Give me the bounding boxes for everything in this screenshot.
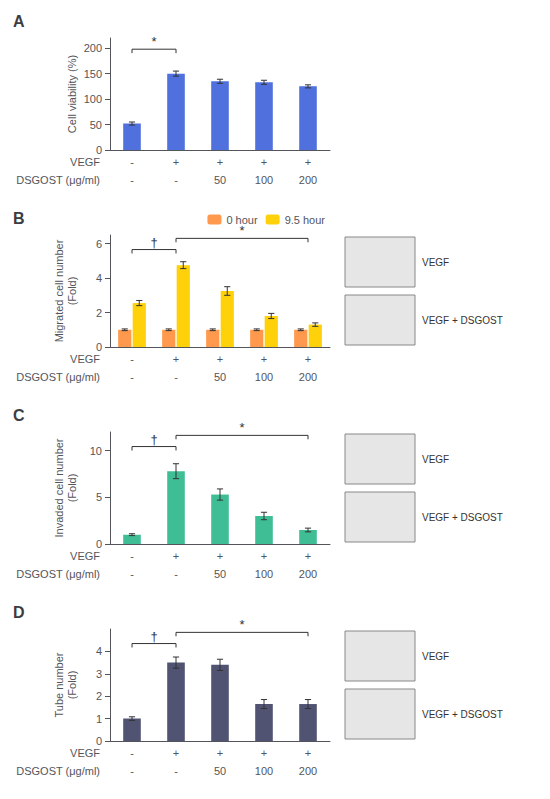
svg-text:-: - (130, 371, 134, 383)
svg-text:+: + (173, 747, 179, 759)
svg-text:VEGF: VEGF (70, 747, 100, 759)
svg-text:0: 0 (96, 538, 102, 550)
svg-text:50: 50 (214, 174, 226, 186)
svg-text:+: + (217, 353, 223, 365)
svg-text:Migrated cell number: Migrated cell number (53, 239, 65, 342)
svg-text:VEGF: VEGF (70, 550, 100, 562)
svg-text:*: * (151, 34, 156, 49)
svg-text:(Fold): (Fold) (66, 671, 78, 700)
svg-text:VEGF + DSGOST: VEGF + DSGOST (422, 512, 503, 523)
svg-text:+: + (305, 353, 311, 365)
svg-text:*: * (239, 223, 244, 238)
svg-text:+: + (305, 156, 311, 168)
svg-text:50: 50 (214, 765, 226, 777)
svg-text:-: - (130, 550, 134, 562)
svg-text:Tube number: Tube number (53, 652, 65, 717)
svg-text:+: + (173, 550, 179, 562)
svg-text:2: 2 (96, 307, 102, 319)
svg-text:50: 50 (214, 568, 226, 580)
svg-text:A: A (13, 13, 25, 30)
svg-text:+: + (305, 747, 311, 759)
svg-text:VEGF + DSGOST: VEGF + DSGOST (422, 709, 503, 720)
svg-text:†: † (150, 629, 157, 644)
svg-text:50: 50 (90, 119, 102, 131)
svg-text:+: + (261, 156, 267, 168)
svg-text:6: 6 (96, 238, 102, 250)
svg-text:VEGF: VEGF (422, 454, 449, 465)
svg-text:-: - (130, 747, 134, 759)
svg-text:C: C (13, 407, 25, 424)
svg-text:+: + (217, 747, 223, 759)
svg-text:+: + (173, 353, 179, 365)
svg-text:DSGOST (μg/ml): DSGOST (μg/ml) (16, 174, 100, 186)
svg-text:VEGF: VEGF (70, 353, 100, 365)
svg-text:+: + (261, 747, 267, 759)
svg-text:-: - (174, 371, 178, 383)
svg-text:D: D (13, 604, 25, 621)
svg-text:200: 200 (84, 42, 102, 54)
svg-text:†: † (150, 235, 157, 250)
svg-text:200: 200 (299, 174, 317, 186)
svg-text:+: + (305, 550, 311, 562)
svg-text:DSGOST (μg/ml): DSGOST (μg/ml) (16, 765, 100, 777)
svg-text:VEGF: VEGF (70, 156, 100, 168)
svg-text:+: + (217, 156, 223, 168)
svg-text:-: - (130, 156, 134, 168)
svg-text:+: + (217, 550, 223, 562)
svg-text:-: - (130, 568, 134, 580)
svg-text:VEGF: VEGF (422, 257, 449, 268)
svg-text:-: - (174, 568, 178, 580)
svg-text:200: 200 (299, 371, 317, 383)
svg-text:100: 100 (255, 765, 273, 777)
svg-text:(Fold): (Fold) (66, 277, 78, 306)
svg-text:Invaded cell number: Invaded cell number (53, 438, 65, 537)
svg-text:2: 2 (96, 690, 102, 702)
svg-text:*: * (239, 420, 244, 435)
svg-text:200: 200 (299, 765, 317, 777)
svg-text:4: 4 (96, 645, 102, 657)
svg-text:0: 0 (96, 144, 102, 156)
svg-text:-: - (130, 353, 134, 365)
svg-text:9.5 hour: 9.5 hour (285, 214, 326, 226)
svg-text:B: B (13, 210, 25, 227)
svg-text:DSGOST (μg/ml): DSGOST (μg/ml) (16, 371, 100, 383)
svg-text:4: 4 (96, 272, 102, 284)
svg-text:DSGOST (μg/ml): DSGOST (μg/ml) (16, 568, 100, 580)
svg-text:10: 10 (90, 445, 102, 457)
svg-text:-: - (130, 174, 134, 186)
svg-text:+: + (173, 156, 179, 168)
svg-text:-: - (174, 765, 178, 777)
svg-text:†: † (150, 432, 157, 447)
svg-text:0 hour: 0 hour (226, 213, 258, 226)
svg-text:(Fold): (Fold) (66, 474, 78, 503)
svg-text:100: 100 (255, 568, 273, 580)
svg-text:-: - (174, 174, 178, 186)
svg-text:Cell viability (%): Cell viability (%) (66, 55, 78, 133)
svg-text:VEGF + DSGOST: VEGF + DSGOST (422, 315, 503, 326)
svg-text:150: 150 (84, 68, 102, 80)
svg-text:100: 100 (255, 174, 273, 186)
svg-text:0: 0 (96, 735, 102, 747)
svg-text:3: 3 (96, 668, 102, 680)
svg-text:-: - (130, 765, 134, 777)
svg-text:5: 5 (96, 491, 102, 503)
svg-text:0: 0 (96, 341, 102, 353)
svg-text:+: + (261, 550, 267, 562)
svg-text:100: 100 (84, 93, 102, 105)
svg-text:VEGF: VEGF (422, 651, 449, 662)
svg-text:100: 100 (255, 371, 273, 383)
svg-text:*: * (239, 617, 244, 632)
svg-text:200: 200 (299, 568, 317, 580)
svg-text:1: 1 (96, 713, 102, 725)
svg-text:+: + (261, 353, 267, 365)
svg-text:50: 50 (214, 371, 226, 383)
